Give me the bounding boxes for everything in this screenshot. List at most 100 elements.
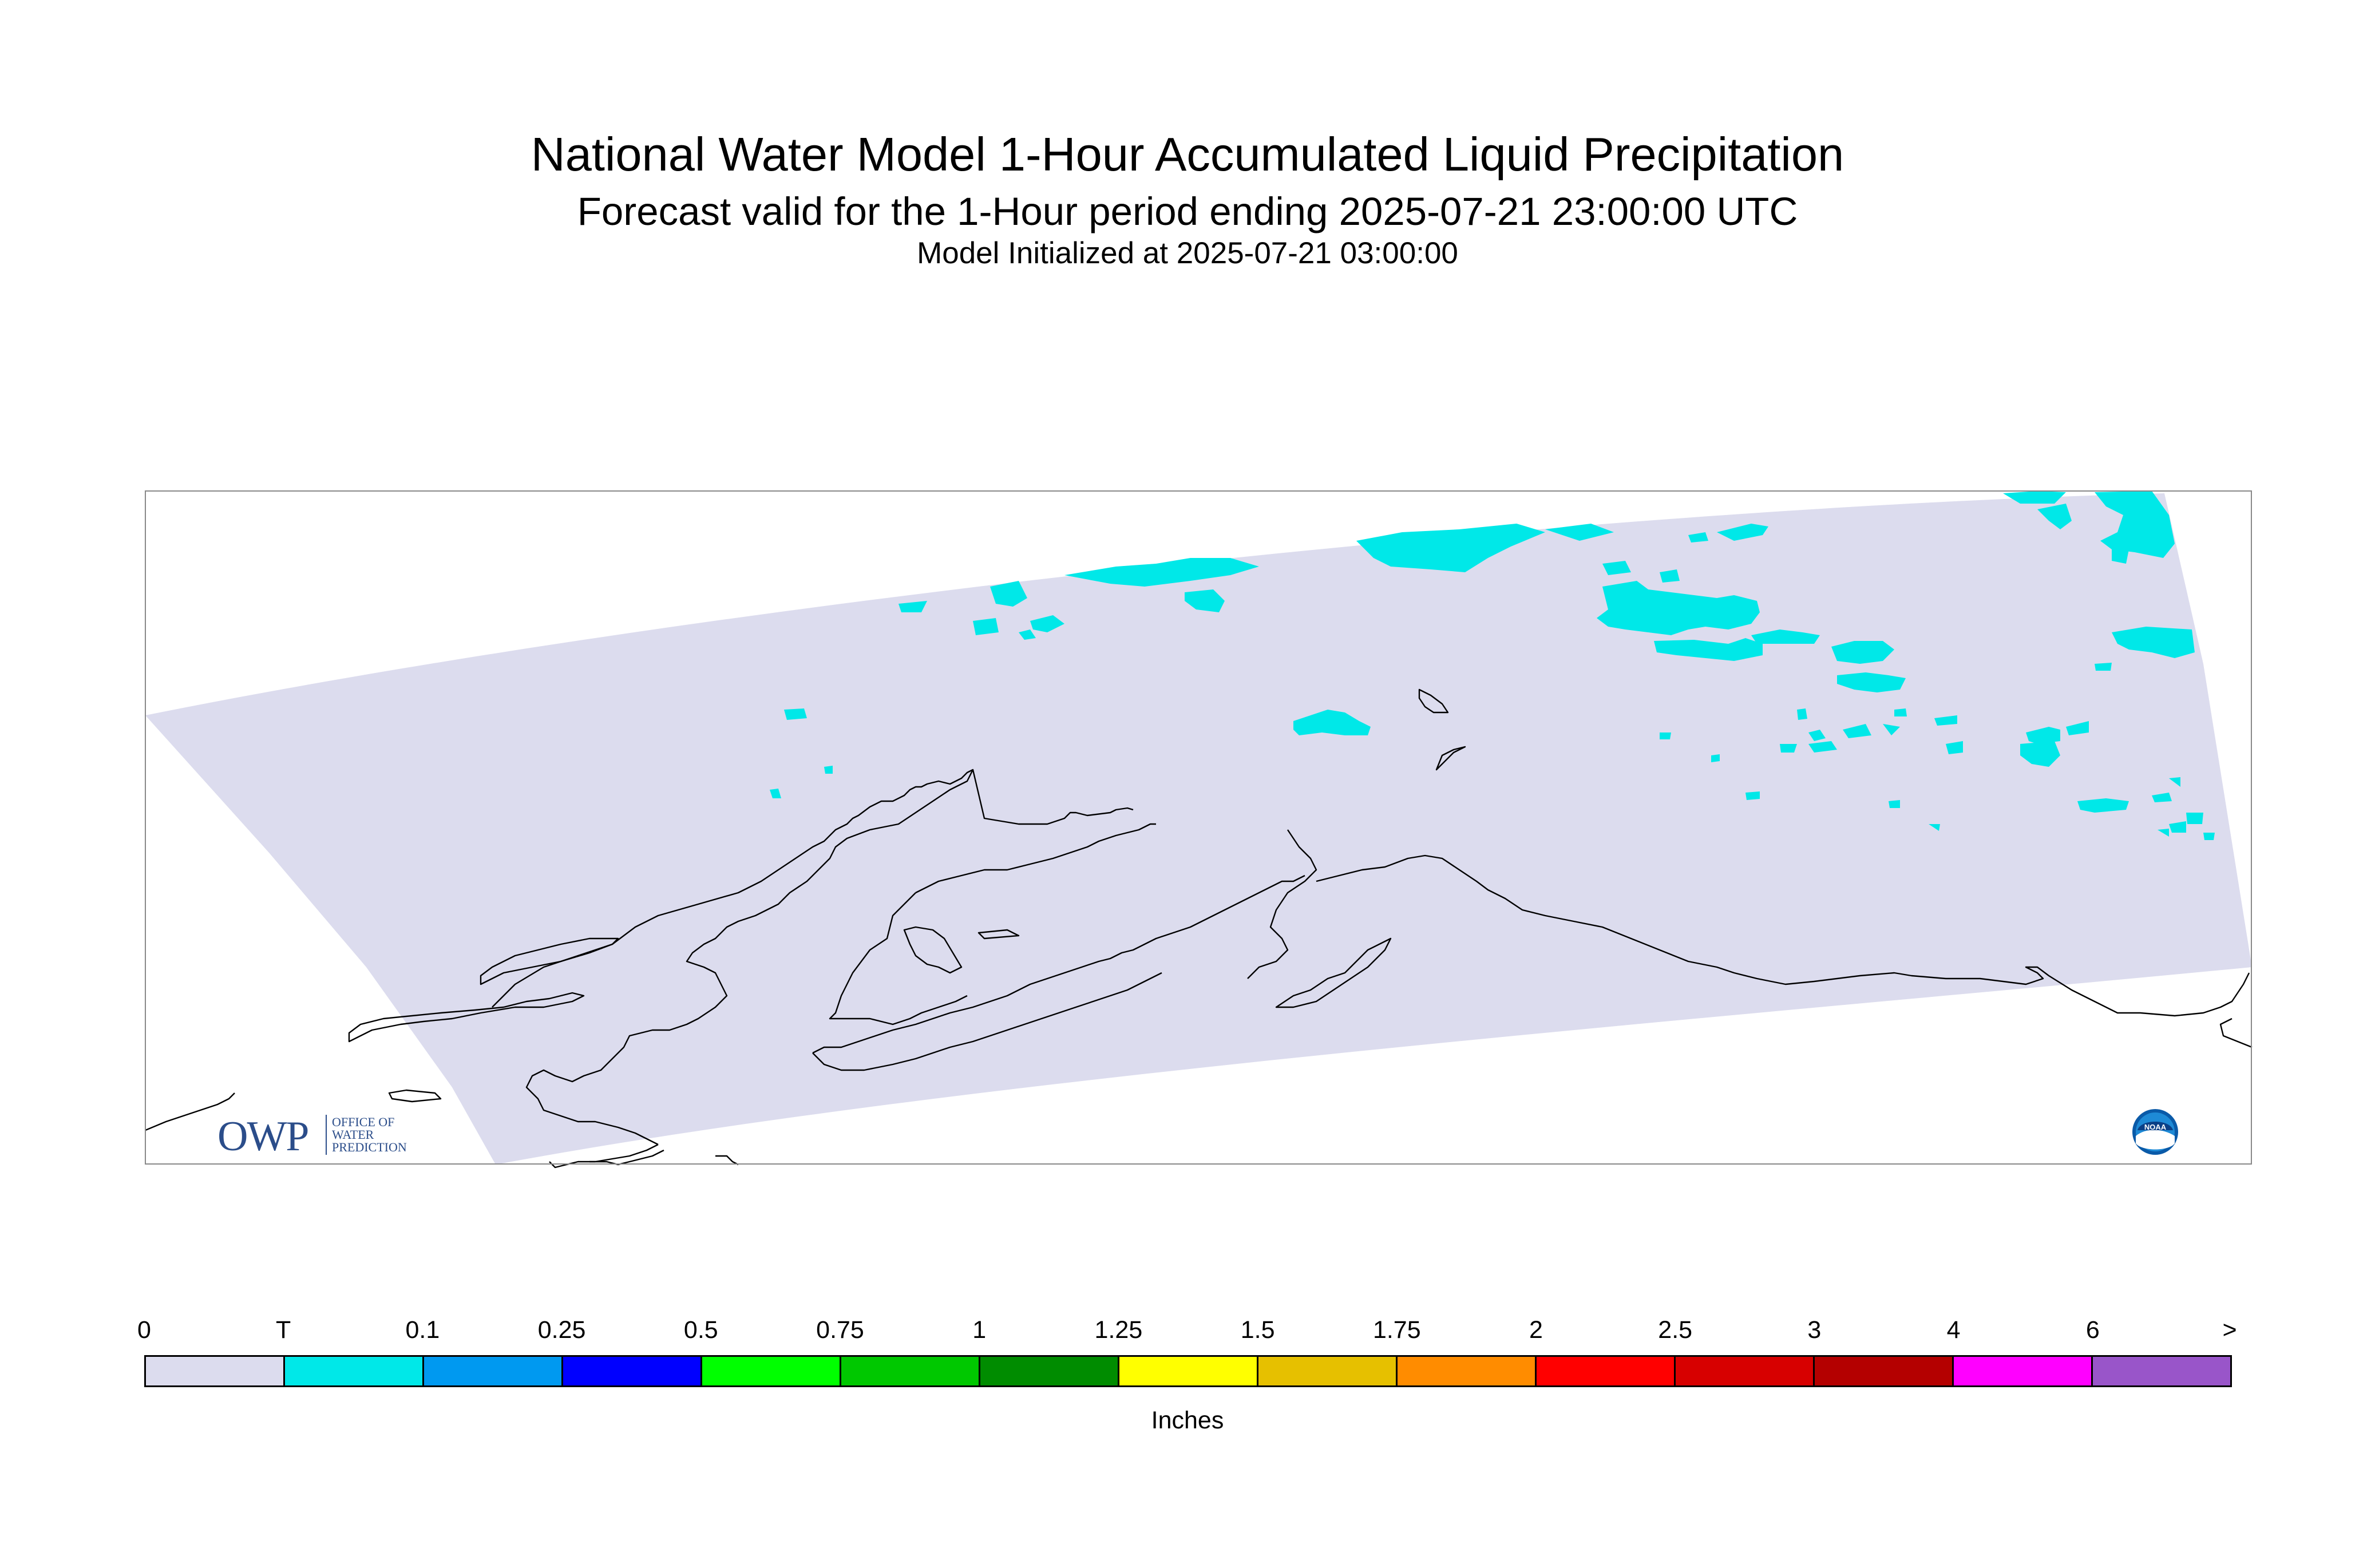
russia-coast	[145, 1092, 235, 1131]
legend-tick-label: 1.5	[1240, 1316, 1275, 1344]
legend-tick-label: 0	[137, 1316, 151, 1344]
aleutian-chain	[589, 1149, 664, 1166]
island-north-1	[1418, 688, 1449, 714]
coastline-north	[492, 769, 1134, 1008]
island-stlawrence	[480, 937, 619, 985]
legend-swatch	[2093, 1357, 2230, 1385]
precip-patch	[2158, 829, 2169, 837]
coastline-west	[525, 769, 974, 1146]
precip-patch	[1889, 800, 1900, 808]
coastline-southeast	[2219, 1017, 2253, 1048]
legend-swatch	[1119, 1357, 1258, 1385]
legend-swatch	[841, 1357, 980, 1385]
legend-tick-label: 2.5	[1658, 1316, 1693, 1344]
coastline-kodiak	[1275, 937, 1392, 1008]
precip-patch	[2169, 777, 2180, 787]
legend-tick-label: >	[2222, 1316, 2237, 1344]
precip-patch	[2003, 491, 2066, 504]
legend-tick-label: 3	[1807, 1316, 1822, 1344]
noaa-sky	[2138, 1122, 2173, 1130]
legend-tick-label: 0.1	[405, 1316, 440, 1344]
legend-tick-label: 0.5	[683, 1316, 718, 1344]
coastlines	[145, 688, 2253, 1169]
precip-patch	[1894, 708, 1907, 716]
precip-patch	[1688, 532, 1708, 543]
coastline-kenai	[1247, 829, 1317, 979]
map-title: National Water Model 1-Hour Accumulated …	[531, 128, 1844, 181]
owp-text-line-1: OFFICE OF	[332, 1115, 394, 1129]
precip-patch	[1064, 558, 1259, 587]
precip-patch	[2020, 741, 2060, 767]
precip-patch	[898, 601, 927, 612]
precip-patch	[1717, 524, 1768, 541]
legend-swatch	[1676, 1357, 1815, 1385]
precip-patch	[2095, 491, 2175, 558]
owp-text-line-2: WATER	[332, 1127, 374, 1142]
precip-patch	[2203, 833, 2215, 840]
legend-tick-label: 2	[1529, 1316, 1543, 1344]
precip-patch	[990, 581, 1027, 607]
precip-patch	[1808, 741, 1837, 753]
legend-tick-label: T	[276, 1316, 291, 1344]
precip-areas	[770, 491, 2215, 840]
coastline-gulf	[1316, 854, 2250, 1017]
island-nunivak	[977, 929, 1020, 940]
precip-patch	[1660, 732, 1671, 739]
island-north-2	[1435, 746, 1466, 771]
precip-patch	[1929, 824, 1940, 831]
owp-text-line-3: PREDICTION	[332, 1140, 407, 1154]
legend-tick-label: 0.75	[816, 1316, 864, 1344]
model-domain	[145, 493, 2252, 1165]
precip-patch	[1660, 569, 1680, 583]
precip-patch	[1185, 589, 1225, 612]
precip-patch	[1711, 754, 1720, 762]
precip-patch	[1602, 561, 1631, 575]
precip-patch	[1019, 629, 1036, 640]
precip-patch	[1883, 724, 1900, 735]
precip-patch	[824, 766, 833, 774]
russia-bottom	[715, 1155, 739, 1166]
precip-patch	[1545, 524, 1614, 541]
precip-patch	[1597, 581, 1760, 635]
chukotka	[348, 992, 585, 1043]
precip-patch	[1293, 710, 1371, 735]
owp-mark: OWP	[217, 1113, 308, 1160]
precip-patch	[2112, 549, 2129, 564]
precip-patch	[2037, 504, 2072, 529]
precip-patch	[1843, 724, 1871, 738]
coastline-alaska-peninsula-s	[812, 972, 1162, 1071]
legend-tick-label: 6	[2085, 1316, 2100, 1344]
legend-unit-label: Inches	[1151, 1407, 1224, 1434]
precip-patch	[1797, 708, 1807, 720]
precip-patch	[1934, 715, 1957, 726]
coastline-peninsula	[829, 892, 968, 1025]
precip-patch	[2095, 663, 2112, 671]
precip-patch	[1831, 641, 1894, 664]
precip-patch	[2169, 821, 2186, 833]
island-small	[903, 926, 963, 974]
legend-swatch	[146, 1357, 285, 1385]
legend-swatch	[980, 1357, 1119, 1385]
precip-patch	[770, 789, 781, 798]
legend-tick-label: 1.25	[1094, 1316, 1143, 1344]
precip-patch	[2066, 721, 2089, 735]
precip-patch	[2152, 793, 2172, 802]
legend-swatch	[424, 1357, 563, 1385]
coastline-cook-inlet	[915, 823, 1156, 894]
map-frame	[145, 490, 2252, 1165]
model-init-time: Model Initialized at 2025-07-21 03:00:00	[917, 236, 1458, 270]
legend-tick-label: 0.25	[537, 1316, 586, 1344]
noaa-logo: NOAA	[2132, 1109, 2178, 1155]
island-west-small	[388, 1089, 442, 1103]
precip-patch	[1654, 638, 1763, 661]
legend-tick-label: 1	[972, 1316, 987, 1344]
precip-patch	[784, 708, 807, 720]
legend-swatch	[1258, 1357, 1398, 1385]
precip-patch	[1030, 615, 1064, 632]
legend-swatch	[1954, 1357, 2093, 1385]
coastline-south-peninsula	[812, 874, 1305, 1054]
precip-patch	[1356, 524, 1545, 572]
precip-patch	[1946, 741, 1963, 754]
legend-swatch	[1398, 1357, 1537, 1385]
